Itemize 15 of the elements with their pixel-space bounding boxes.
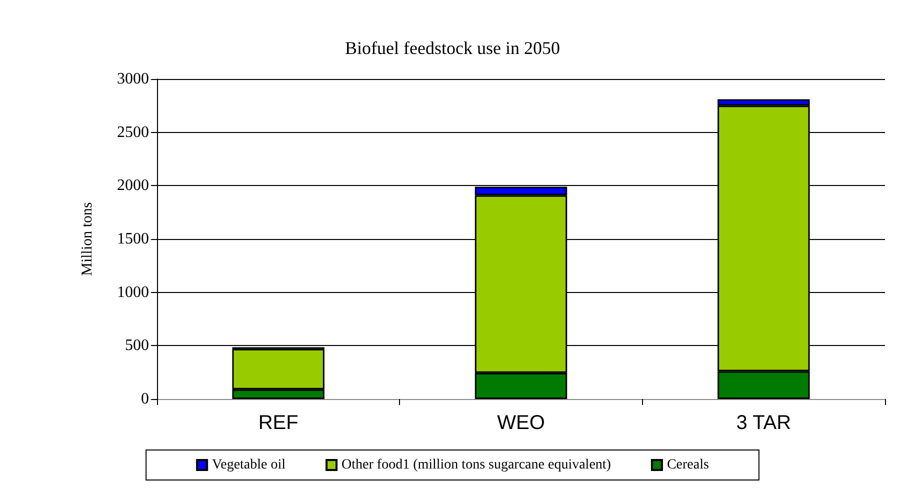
legend-label: Vegetable oil [212, 458, 286, 472]
legend-label: Other food1 (million tons sugarcane equivalent) [342, 458, 612, 472]
y-tick-label: 0 [141, 390, 149, 408]
y-axis-title: Million tons [80, 202, 96, 276]
legend-label: Cereals [666, 458, 709, 472]
y-tick-label: 500 [125, 337, 149, 354]
x-tick-label: WEO [497, 412, 545, 434]
x-tick-label: REF [258, 412, 298, 434]
y-tick-label: 1000 [117, 284, 149, 301]
chart-title: Biofuel feedstock use in 2050 [345, 38, 560, 58]
y-tick-label: 1500 [117, 230, 149, 248]
y-tick-label: 2000 [117, 177, 149, 194]
y-tick-label: 2500 [117, 124, 149, 141]
y-tick-label: 3000 [117, 70, 149, 88]
x-tick-label: 3 TAR [736, 412, 792, 434]
